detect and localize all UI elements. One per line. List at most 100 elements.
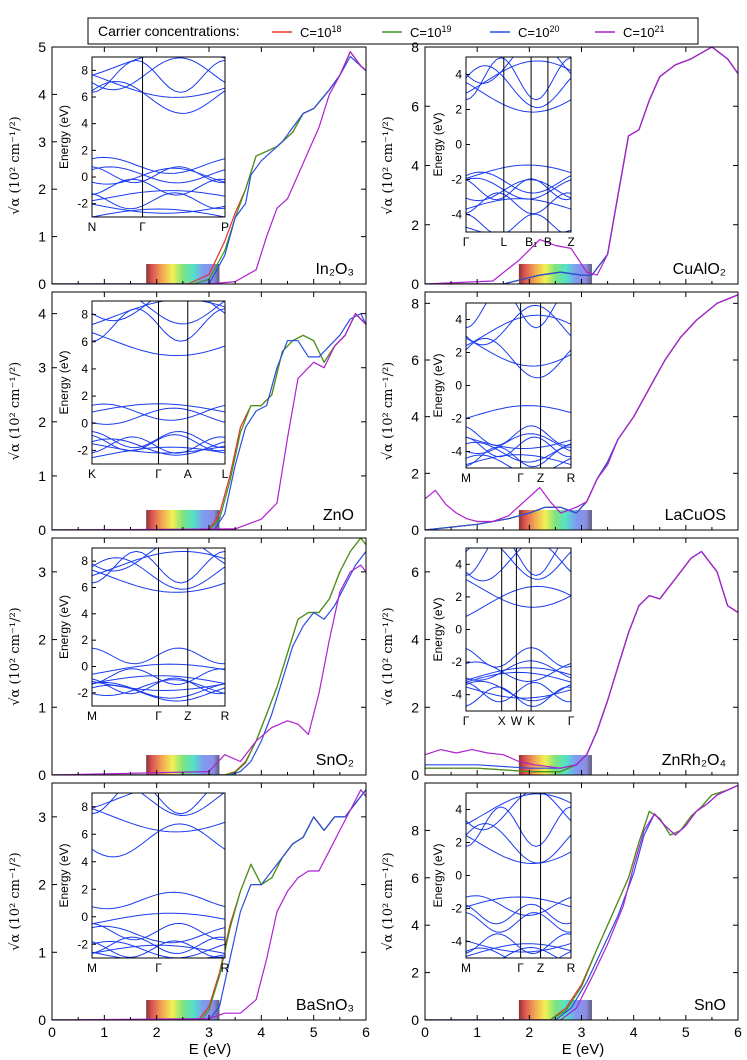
inset-x-label: R (221, 961, 230, 975)
y-tick-label: 1 (38, 944, 46, 960)
band-line (466, 940, 571, 953)
legend: Carrier concentrations: C=1018 C=1019 C=… (87, 17, 699, 45)
band-line (466, 667, 571, 681)
band-line (466, 337, 571, 367)
band-line (92, 156, 225, 174)
chart-panel: 0 2 4 6 8 √α (10² cm⁻¹/²) CuAlO₂ -4 -2 0 2 4 Γ L B₁ B Z E… (381, 39, 739, 292)
band-line (466, 903, 571, 925)
y-tick-label: 3 (38, 134, 46, 150)
y-tick-label: 4 (411, 632, 419, 648)
inset-x-label: B (544, 235, 552, 249)
material-label: LaCuOS (665, 507, 726, 524)
band-line (92, 59, 225, 93)
inset-y-axis-label: Energy (eV) (431, 843, 445, 907)
y-tick-label: 8 (411, 822, 419, 838)
material-label: CuAlO₂ (673, 261, 726, 278)
inset-x-label: Γ (517, 471, 524, 485)
band-line (466, 171, 571, 194)
inset-y-tick-label: -2 (77, 443, 88, 457)
band-line (466, 198, 571, 210)
inset-x-label: Γ (155, 709, 162, 723)
band-line (466, 314, 571, 347)
visible-spectrum-bar (518, 755, 592, 775)
band-line (466, 579, 571, 608)
series-line (425, 784, 738, 1020)
visible-spectrum-bar (146, 755, 220, 775)
series-line (425, 47, 738, 284)
x-tick-label: 6 (362, 1024, 370, 1040)
legend-entry: C=1018 (272, 24, 341, 40)
visible-spectrum-bar (518, 510, 592, 530)
inset-x-label: Γ (463, 714, 470, 728)
inset-y-tick-label: -4 (451, 445, 462, 459)
inset-y-tick-label: 6 (81, 335, 88, 349)
x-axis-label: E (eV) (189, 1041, 232, 1058)
y-tick-label: 3 (38, 360, 46, 376)
inset-y-tick-label: -2 (451, 173, 462, 187)
band-line (466, 933, 571, 955)
visible-spectrum-bar (518, 1000, 592, 1020)
legend-entry-exp: 21 (654, 24, 664, 34)
inset-x-label: K (88, 467, 96, 481)
inset-y-tick-label: -4 (451, 688, 462, 702)
band-line (466, 806, 571, 848)
y-tick-label: 1 (38, 699, 46, 715)
band-line (466, 405, 571, 419)
y-axis-label: √α (10² cm⁻¹/²) (8, 852, 23, 951)
inset-y-tick-label: -2 (451, 412, 462, 426)
x-tick-label: 2 (153, 1024, 161, 1040)
band-line (466, 177, 571, 200)
legend-entry-exp: 18 (331, 24, 341, 34)
y-tick-label: 0 (411, 522, 419, 538)
band-line (92, 301, 225, 322)
inset-y-tick-label: 0 (81, 170, 88, 184)
inset-frame (91, 547, 226, 707)
series-line (52, 789, 366, 1020)
inset-y-tick-label: 0 (455, 869, 462, 883)
inset-x-label: M (461, 961, 471, 975)
y-tick-label: 0 (38, 276, 46, 292)
y-tick-label: 2 (38, 877, 46, 893)
y-tick-label: 4 (38, 86, 46, 102)
y-tick-label: 0 (38, 1012, 46, 1028)
band-line (466, 454, 571, 466)
svg-text:C=1021: C=1021 (623, 24, 664, 40)
band-line (466, 425, 571, 447)
inset-x-label: R (221, 709, 230, 723)
inset-x-label: P (221, 220, 229, 234)
band-structure-inset: -2 0 2 4 6 8 M Γ Z R Energy (eV) (57, 547, 230, 723)
legend-entry: C=1021 (595, 24, 664, 40)
inset-x-label: Γ (155, 961, 162, 975)
inset-y-tick-label: -4 (451, 935, 462, 949)
y-tick-label: 6 (411, 870, 419, 886)
inset-y-tick-label: -2 (77, 686, 88, 700)
y-tick-label: 2 (411, 465, 419, 481)
inset-y-tick-label: 2 (81, 882, 88, 896)
visible-spectrum-bar (146, 1000, 220, 1020)
inset-x-label: Z (184, 709, 191, 723)
band-line (92, 80, 225, 114)
y-tick-label: 8 (411, 295, 419, 311)
series-line (425, 294, 738, 523)
inset-y-tick-label: 8 (81, 63, 88, 77)
band-line (466, 895, 571, 917)
inset-x-label: M (87, 709, 97, 723)
band-structure-inset: -4 -2 0 2 4 Γ L B₁ B Z Energy (eV) (431, 56, 575, 249)
y-tick-label: 6 (411, 98, 419, 114)
inset-y-axis-label: Energy (eV) (57, 843, 71, 907)
x-tick-label: 3 (205, 1024, 213, 1040)
inset-x-label: Γ (155, 467, 162, 481)
inset-y-tick-label: 0 (455, 379, 462, 393)
chart-panel: 0 2 4 6 8 0 1 2 3 4 5 6 √α (10² cm⁻¹/²) SnO -4 -2 0 2 4 M Γ Z… (381, 782, 742, 1040)
band-structure-inset: -4 -2 0 2 4 Γ X W K Γ Energy (eV) (431, 547, 575, 728)
band-line (92, 57, 225, 91)
y-axis-label: √α (10² cm⁻¹/²) (8, 362, 23, 461)
series-line (52, 313, 366, 530)
inset-y-tick-label: 0 (81, 660, 88, 674)
material-label: In₂O₃ (315, 261, 354, 278)
band-line (466, 436, 571, 450)
inset-y-tick-label: 2 (81, 389, 88, 403)
y-tick-label: 2 (38, 181, 46, 197)
inset-y-tick-label: 4 (455, 313, 462, 327)
